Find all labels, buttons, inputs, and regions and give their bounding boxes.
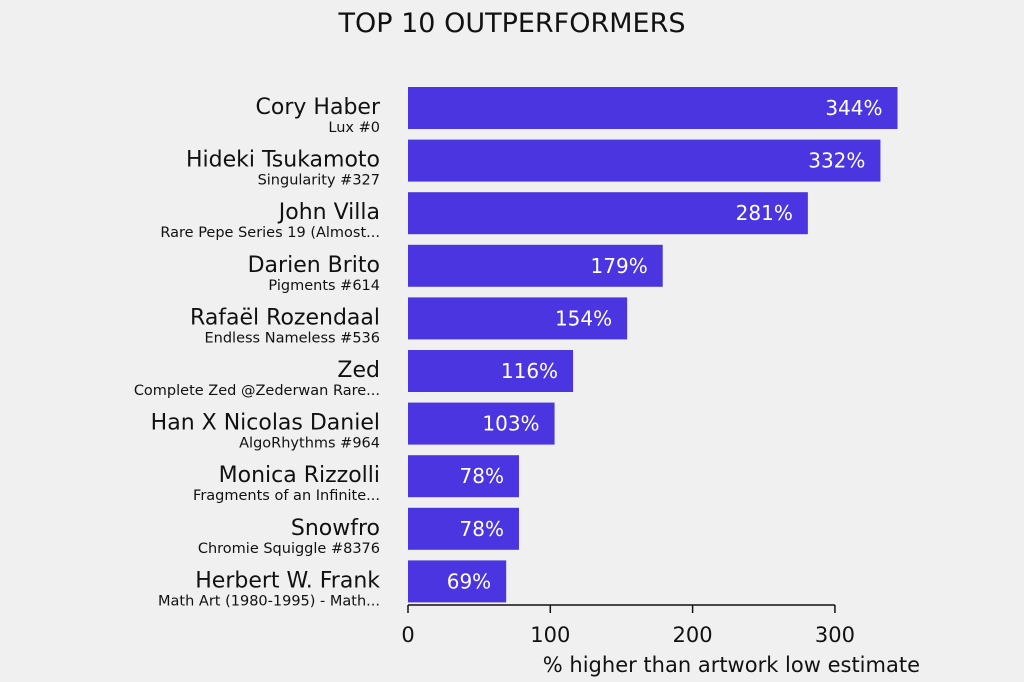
bar (408, 350, 574, 392)
bar-value-label: 69% (447, 569, 491, 593)
artist-label: Zed (337, 358, 380, 383)
bar-value-label: 78% (460, 517, 504, 541)
artwork-label: Lux #0 (328, 120, 380, 136)
artwork-label: Chromie Squiggle #8376 (198, 541, 380, 557)
bar-value-label: 103% (482, 412, 539, 436)
artist-label: Rafaël Rozendaal (190, 305, 380, 330)
x-tick-label: 100 (530, 623, 570, 647)
x-tick-label: 200 (673, 623, 713, 647)
bar-value-label: 154% (555, 306, 612, 330)
bars-group: 344% 332% 281% 179% 154% 116% 103% 78% 78% 69% (408, 87, 898, 603)
bar-value-label: 332% (808, 149, 865, 173)
artwork-label: AlgoRhythms #964 (239, 436, 380, 452)
artwork-label: Rare Pepe Series 19 (Almost... (160, 225, 380, 241)
artwork-label: Pigments #614 (268, 278, 380, 294)
bar-value-label: 78% (460, 464, 504, 488)
bar-value-label: 116% (501, 359, 558, 383)
bar-value-label: 281% (736, 201, 793, 225)
artist-label: Han X Nicolas Daniel (151, 411, 380, 436)
artist-label: Cory Haber (256, 95, 381, 120)
bar (408, 507, 519, 550)
bar-value-label: 179% (591, 254, 648, 278)
x-axis: 0 100 200 300 (401, 604, 855, 647)
artist-label: Darien Brito (248, 253, 380, 278)
artist-label: Hideki Tsukamoto (186, 148, 380, 173)
bar (408, 192, 808, 235)
artist-label: Herbert W. Frank (195, 568, 380, 593)
bar (408, 560, 507, 603)
chart-title: TOP 10 OUTPERFORMERS (338, 8, 686, 39)
artwork-label: Endless Nameless #536 (205, 330, 381, 346)
artwork-label: Math Art (1980-1995) - Math... (158, 593, 380, 609)
bar (408, 297, 628, 340)
bar-value-label: 344% (825, 96, 882, 120)
artist-label: John Villa (277, 200, 380, 225)
artwork-label: Fragments of an Infinite... (193, 488, 380, 504)
artwork-label: Complete Zed @Zederwan Rare... (134, 383, 380, 399)
artist-label: Snowfro (291, 516, 380, 541)
artwork-label: Singularity #327 (258, 173, 380, 189)
bar (408, 139, 881, 182)
bar (408, 244, 663, 287)
x-tick-label: 300 (815, 623, 855, 647)
artist-label: Monica Rizzolli (219, 463, 380, 488)
bar (408, 87, 898, 129)
bar (408, 455, 519, 498)
x-tick-label: 0 (401, 623, 414, 647)
bar (408, 402, 555, 445)
x-axis-label: % higher than artwork low estimate (543, 653, 920, 677)
